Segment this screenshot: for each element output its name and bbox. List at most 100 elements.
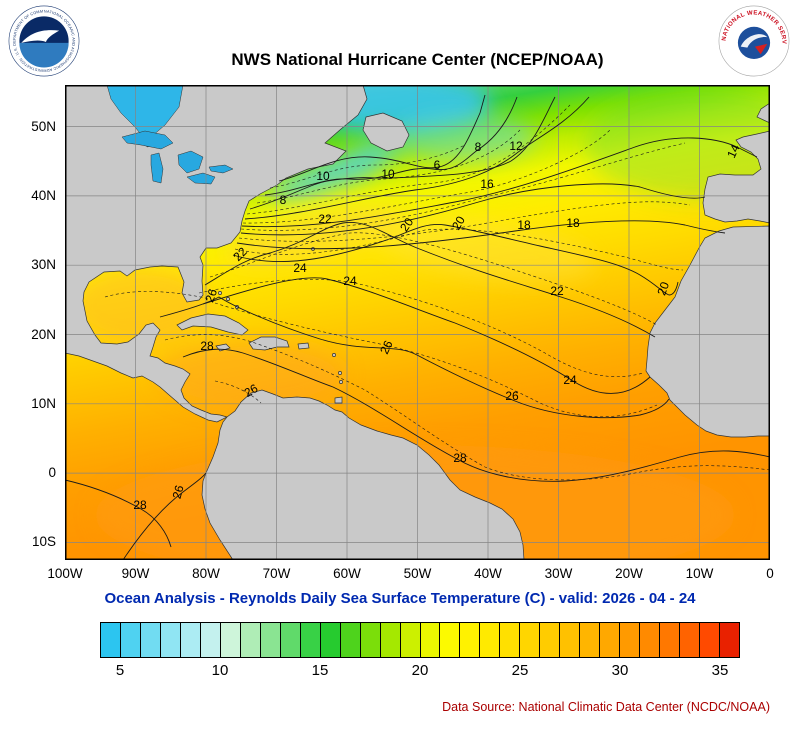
- lon-label: 40W: [474, 566, 502, 581]
- lat-label: 40N: [31, 187, 56, 203]
- england: [756, 102, 770, 124]
- temperature-colorbar: [100, 622, 740, 658]
- colorbar-cell: [380, 623, 401, 657]
- contour-label: 26: [377, 338, 395, 356]
- colorbar-cell: [600, 623, 621, 657]
- lon-label: 0: [766, 566, 774, 581]
- inland-water: [106, 85, 234, 185]
- colorbar-cell: [120, 623, 141, 657]
- colorbar-tick: 30: [611, 662, 629, 679]
- colorbar-tick: 5: [115, 662, 125, 679]
- contour-label: 12: [509, 139, 523, 153]
- contour-label: 24: [563, 373, 577, 387]
- lat-label: 50N: [31, 118, 56, 134]
- lon-label: 20W: [615, 566, 643, 581]
- contour-label: 22: [318, 212, 332, 226]
- colorbar-cell: [640, 623, 661, 657]
- lon-label: 80W: [192, 566, 220, 581]
- contour-label: 8: [280, 193, 287, 207]
- lon-label: 50W: [403, 566, 432, 581]
- nws-logo: NATIONAL WEATHER SERVICE: [716, 1, 790, 77]
- contour-label: 26: [242, 381, 261, 400]
- colorbar-cell: [560, 623, 581, 657]
- colorbar-cell: [220, 623, 241, 657]
- isotherms: [65, 94, 770, 560]
- noaa-seagull-icon: [21, 30, 60, 43]
- colorbar-cell: [620, 623, 641, 657]
- colorbar-cell: [200, 623, 221, 657]
- lon-label: 90W: [121, 566, 150, 581]
- lon-label: 60W: [333, 566, 361, 581]
- colorbar-cell: [300, 623, 321, 657]
- colorbar-cell: [240, 623, 261, 657]
- colorbar-cell: [460, 623, 481, 657]
- contour-label: 28: [200, 339, 214, 353]
- contour-label: 14: [724, 142, 742, 160]
- contour-label: 18: [566, 216, 580, 230]
- south-america: [201, 389, 525, 560]
- cuba: [176, 313, 249, 336]
- colorbar-tick: 25: [511, 662, 529, 679]
- contour-label: 28: [133, 498, 147, 512]
- contour-label: 18: [517, 218, 531, 232]
- colorbar-cell: [540, 623, 561, 657]
- contour-label: 10: [381, 167, 395, 181]
- analysis-caption: Ocean Analysis - Reynolds Daily Sea Surf…: [104, 590, 696, 607]
- landmasses: [65, 85, 770, 560]
- colorbar-tick: 10: [211, 662, 229, 679]
- contour-label: 26: [202, 287, 220, 305]
- colorbar-tick: 35: [711, 662, 729, 679]
- colorbar-cell: [420, 623, 441, 657]
- lon-label: 100W: [47, 566, 83, 581]
- lat-label: 20N: [31, 326, 56, 342]
- lake-michigan: [150, 152, 164, 184]
- colorbar-cell: [700, 623, 721, 657]
- trinidad: [334, 396, 343, 404]
- colorbar-cell: [520, 623, 541, 657]
- contour-label: 28: [453, 451, 467, 465]
- newfoundland: [362, 112, 410, 152]
- nws-red-wedge-icon: [754, 43, 768, 55]
- colorbar-cell: [101, 623, 121, 657]
- contour-label: 8: [475, 140, 482, 154]
- iberia-france: [702, 130, 770, 224]
- colorbar-cell: [320, 623, 341, 657]
- lake-ontario: [208, 164, 234, 174]
- colorbar-cell: [280, 623, 301, 657]
- lon-label: 10W: [685, 566, 714, 581]
- contour-label: 10: [316, 169, 330, 183]
- lat-label: 0: [48, 465, 56, 481]
- map-frame: [65, 85, 770, 560]
- colorbar-cell: [680, 623, 701, 657]
- colorbar-tick: 15: [311, 662, 329, 679]
- lake-huron: [177, 150, 204, 174]
- data-source-note: Data Source: National Climatic Data Cent…: [442, 700, 770, 714]
- north-america: [65, 85, 368, 423]
- colorbar-cell: [160, 623, 181, 657]
- colorbar-cell: [260, 623, 281, 657]
- contour-label: 22: [550, 284, 564, 298]
- contour-label: 24: [293, 261, 307, 275]
- lat-label: 10N: [31, 395, 56, 411]
- lat-label: 30N: [31, 257, 56, 273]
- colorbar-cell: [580, 623, 601, 657]
- colorbar-cell: [140, 623, 161, 657]
- contour-label: 24: [343, 274, 357, 288]
- africa: [645, 225, 770, 438]
- colorbar-cell: [660, 623, 681, 657]
- colorbar-cell: [480, 623, 501, 657]
- noaa-logo: NATIONAL OCEANIC AND ATMOSPHERIC ADMINIS…: [7, 2, 80, 77]
- page-title: NWS National Hurricane Center (NCEP/NOAA…: [231, 50, 604, 69]
- contour-label: 26: [170, 483, 187, 500]
- graticule: [65, 85, 770, 560]
- hispaniola: [248, 336, 290, 351]
- colorbar-cell: [500, 623, 521, 657]
- contour-label: 26: [505, 389, 519, 403]
- colorbar-cell: [400, 623, 421, 657]
- sst-map: 8 10 10 6 8 12 14 16 18 18 20 20 20 22 22 22 24 24 24 26 26 2…: [65, 85, 770, 560]
- contour-label: 20: [449, 213, 468, 232]
- lon-label: 70W: [262, 566, 291, 581]
- contour-label: 16: [480, 177, 494, 191]
- contour-label: 6: [434, 158, 441, 172]
